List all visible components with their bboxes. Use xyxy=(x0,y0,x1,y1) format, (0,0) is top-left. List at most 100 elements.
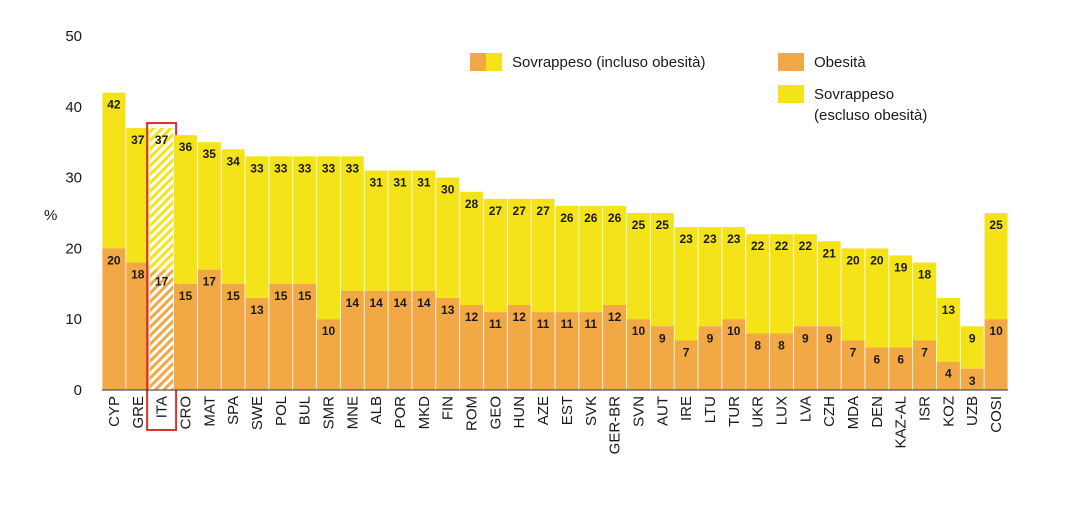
value-label-obese: 14 xyxy=(393,296,407,310)
bar-overweight-swe xyxy=(245,156,269,298)
bar-overweight-svn xyxy=(626,213,650,320)
bar-overweight-ger-br xyxy=(603,205,627,306)
value-label-obese: 18 xyxy=(131,268,145,282)
value-label-overweight: 20 xyxy=(846,253,860,267)
x-tick-label-bul: BUL xyxy=(297,396,314,425)
bar-obese-aze xyxy=(531,312,555,390)
value-label-overweight: 31 xyxy=(417,176,431,190)
legend-swatch-split-overweight xyxy=(486,53,502,71)
x-tick-label-gre: GRE xyxy=(130,396,147,429)
x-tick-label-mne: MNE xyxy=(344,396,361,429)
value-label-obese: 10 xyxy=(727,324,741,338)
value-label-obese: 8 xyxy=(754,338,761,352)
bar-overweight-isr xyxy=(913,262,937,341)
x-tick-label-spa: SPA xyxy=(225,396,242,425)
bar-overweight-mne xyxy=(340,156,364,291)
x-tick-label-mkd: MKD xyxy=(416,396,433,430)
bar-obese-cosi xyxy=(984,319,1008,390)
x-axis-labels: CYP GRE ITA CRO MAT SPA SWE POL BUL SMR MNE ALB POR M… xyxy=(106,396,1005,455)
value-label-overweight: 33 xyxy=(322,161,336,175)
y-tick-label: 40 xyxy=(65,99,82,116)
value-label-overweight: 30 xyxy=(441,183,455,197)
bar-obese-mkd xyxy=(412,290,436,390)
x-tick-label-koz: KOZ xyxy=(940,396,957,427)
x-tick-label-isr: ISR xyxy=(917,396,934,421)
bar-obese-swe xyxy=(245,297,269,390)
x-tick-label-pol: POL xyxy=(273,396,290,426)
bar-overweight-cyp xyxy=(102,92,126,249)
value-label-obese: 10 xyxy=(322,324,336,338)
bar-obese-bul xyxy=(293,283,317,390)
x-tick-label-svn: SVN xyxy=(630,396,647,427)
y-tick-label: 20 xyxy=(65,240,82,257)
bar-obese-svn xyxy=(626,319,650,390)
bar-obese-svk xyxy=(579,312,603,390)
value-label-obese: 8 xyxy=(778,338,785,352)
value-label-overweight: 36 xyxy=(179,140,193,154)
value-label-obese: 12 xyxy=(513,310,527,324)
bar-obese-aut xyxy=(650,326,674,390)
x-tick-label-mda: MDA xyxy=(845,396,862,429)
value-label-overweight: 27 xyxy=(489,204,503,218)
value-label-obese: 9 xyxy=(826,331,833,345)
bar-obese-mat xyxy=(197,269,221,390)
value-label-obese: 10 xyxy=(989,324,1003,338)
x-tick-label-czh: CZH xyxy=(821,396,838,427)
bar-obese-ger-br xyxy=(603,305,627,390)
bar-obese-kaz-al xyxy=(889,347,913,390)
bar-obese-smr xyxy=(317,319,340,390)
bar-obese-geo xyxy=(483,312,507,390)
bar-obese-cro xyxy=(173,283,197,390)
bar-overweight-koz xyxy=(936,297,960,362)
value-label-obese: 15 xyxy=(298,289,312,303)
bar-obese-ukr xyxy=(746,333,770,390)
value-label-overweight: 33 xyxy=(250,161,264,175)
x-tick-label-lva: LVA xyxy=(797,396,814,422)
x-tick-label-svk: SVK xyxy=(583,396,600,426)
x-tick-label-geo: GEO xyxy=(487,396,504,429)
value-label-obese: 9 xyxy=(659,331,666,345)
value-label-obese: 15 xyxy=(274,289,288,303)
value-label-overweight: 37 xyxy=(131,133,145,147)
value-label-overweight: 31 xyxy=(370,176,384,190)
value-label-obese: 4 xyxy=(945,367,952,381)
bar-overweight-gre xyxy=(126,128,150,263)
bar-overweight-ltu xyxy=(698,227,722,327)
value-label-obese: 3 xyxy=(969,374,976,388)
value-label-obese: 11 xyxy=(561,317,574,331)
bar-obese-fin xyxy=(436,297,460,390)
bar-overweight-cosi xyxy=(984,213,1008,320)
x-tick-label-kaz-al: KAZ-AL xyxy=(893,396,910,449)
value-label-overweight: 21 xyxy=(823,246,837,260)
value-label-overweight: 37 xyxy=(155,133,169,147)
x-tick-label-ire: IRE xyxy=(678,396,695,421)
value-label-obese: 7 xyxy=(850,345,857,359)
value-label-overweight: 27 xyxy=(536,204,550,218)
x-tick-label-hun: HUN xyxy=(511,396,528,429)
value-label-overweight: 35 xyxy=(203,147,217,161)
y-axis: 0 10 20 30 40 50 xyxy=(65,28,82,399)
bar-overweight-mda xyxy=(841,248,865,341)
value-label-overweight: 26 xyxy=(584,211,598,225)
bar-obese-spa xyxy=(221,283,245,390)
x-tick-label-ita: ITA xyxy=(154,396,171,418)
value-label-overweight: 13 xyxy=(942,303,956,317)
value-label-overweight: 22 xyxy=(775,239,789,253)
bar-obese-hun xyxy=(507,305,531,390)
bars: 4220371837173615351734153313331533153310… xyxy=(102,92,1008,431)
x-tick-label-uzb: UZB xyxy=(964,396,981,426)
value-label-overweight: 28 xyxy=(465,197,479,211)
value-label-obese: 15 xyxy=(179,289,193,303)
x-tick-label-est: EST xyxy=(559,396,576,425)
legend-label-overweight-excl-line1: Sovrappeso xyxy=(814,86,894,103)
bar-overweight-svk xyxy=(579,205,603,313)
value-label-obese: 12 xyxy=(608,310,622,324)
legend-swatch-obese xyxy=(778,53,804,71)
bar-overweight-por xyxy=(388,170,412,291)
bar-obese-koz xyxy=(936,361,960,390)
value-label-obese: 11 xyxy=(489,317,502,331)
x-tick-label-rom: ROM xyxy=(464,396,481,431)
value-label-obese: 10 xyxy=(632,324,646,338)
x-tick-label-aut: AUT xyxy=(654,396,671,426)
x-tick-label-fin: FIN xyxy=(440,396,457,420)
